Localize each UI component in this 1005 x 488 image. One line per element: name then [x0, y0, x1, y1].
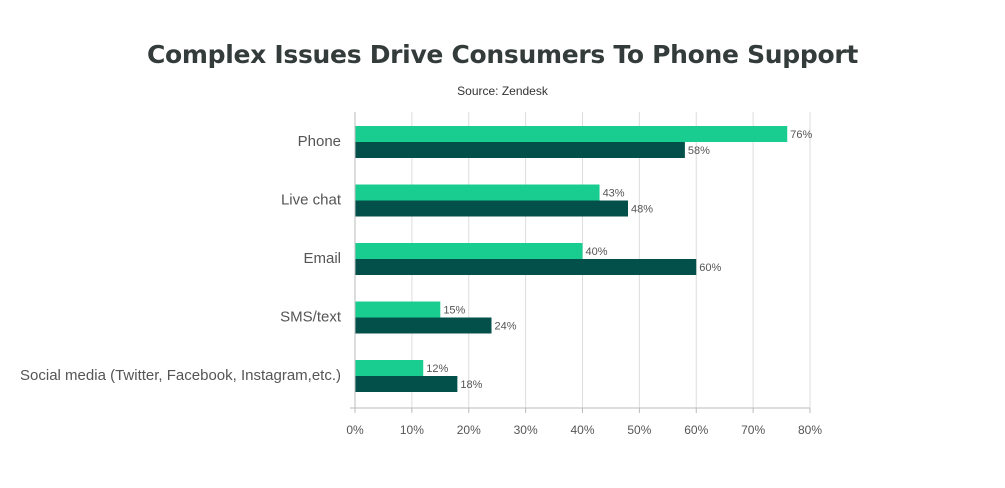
x-tick-label: 70% [741, 423, 765, 437]
category-label: SMS/text [280, 309, 342, 326]
data-label: 18% [460, 379, 482, 391]
x-tick-label: 20% [457, 423, 481, 437]
bar [355, 376, 458, 392]
bars: Phone 76% 58% Live chat 43% 48% Email 40% 60% SMS… [20, 126, 812, 392]
data-label: 15% [443, 305, 465, 317]
category-label: Email [303, 250, 341, 267]
data-label: 40% [586, 246, 608, 258]
x-tick-label: 60% [684, 423, 708, 437]
chart-title: Complex Issues Drive Consumers To Phone … [146, 40, 859, 69]
bar [355, 126, 788, 142]
bar [355, 200, 628, 217]
data-label: 58% [688, 145, 710, 157]
data-label: 60% [699, 262, 721, 274]
bar [355, 301, 441, 318]
data-label: 76% [790, 129, 812, 141]
x-tick-label: 50% [627, 423, 651, 437]
bar [355, 142, 685, 158]
x-tick-label: 0% [346, 423, 364, 437]
category-label: Phone [298, 133, 341, 150]
bar [355, 184, 600, 201]
category-label: Social media (Twitter, Facebook, Instagr… [20, 367, 341, 384]
data-label: 24% [495, 321, 517, 333]
x-tick-label: 80% [798, 423, 822, 437]
data-label: 12% [426, 363, 448, 375]
x-tick-label: 40% [570, 423, 594, 437]
bar [355, 317, 492, 334]
x-tick-label: 30% [514, 423, 538, 437]
bar [355, 243, 583, 259]
category-label: Live chat [281, 192, 342, 209]
data-label: 43% [603, 188, 625, 200]
chart-subtitle: Source: Zendesk [457, 84, 548, 98]
bar [355, 360, 424, 376]
axes: 0% 10% 20% 30% 40% 50% 60% 70% 80% [346, 112, 822, 437]
bar [355, 259, 697, 275]
data-label: 48% [631, 204, 653, 216]
x-tick-label: 10% [400, 423, 424, 437]
